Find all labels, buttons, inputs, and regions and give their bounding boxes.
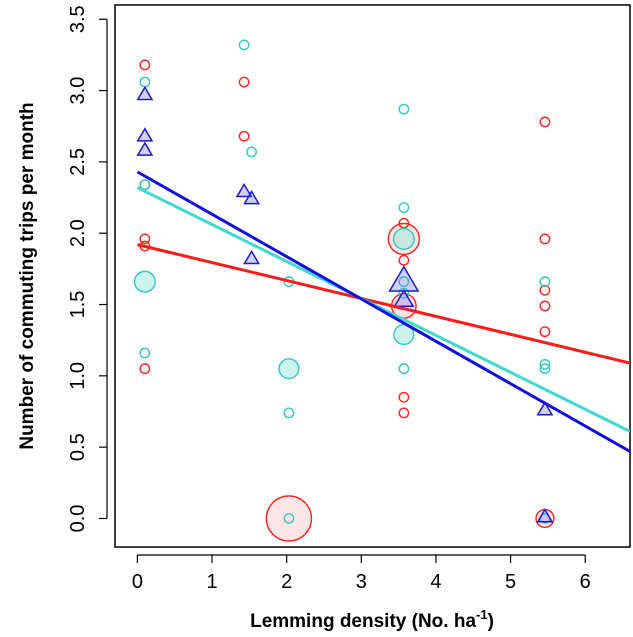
data-point-circle: [398, 407, 410, 419]
data-point-circle: [139, 347, 151, 359]
data-point-circle: [539, 326, 551, 338]
data-point-circle: [246, 146, 257, 158]
data-point-circle: [398, 202, 410, 213]
data-point-triangle: [393, 289, 415, 308]
data-point-triangle: [388, 265, 420, 292]
data-point-circle: [398, 363, 410, 375]
data-point-circle: [133, 270, 156, 293]
x-tick-label: 0: [132, 571, 143, 593]
data-point-circle: [398, 254, 410, 266]
y-axis-title: Number of commuting trips per month: [17, 102, 38, 449]
data-point-circle: [139, 76, 151, 88]
data-point-triangle: [243, 189, 261, 205]
data-point-circle: [398, 391, 410, 403]
regression-line: [136, 170, 630, 453]
x-axis: 0 1 2 3 4 5 6: [132, 554, 591, 593]
x-tick-label: 2: [281, 571, 292, 593]
data-point-circle: [283, 513, 295, 524]
regression-line: [137, 243, 630, 365]
y-tick-label: 3.5: [67, 5, 89, 33]
data-point-triangle: [136, 127, 154, 142]
data-point-circle: [139, 59, 151, 71]
plot-frame: [114, 4, 631, 548]
data-point-triangle: [136, 141, 154, 156]
x-axis-title: Lemming density (No. ha-1): [250, 607, 494, 632]
data-point-circle: [265, 495, 313, 542]
data-point-circle: [398, 287, 410, 299]
x-tick-label: 3: [356, 571, 367, 593]
data-point-circle: [238, 76, 250, 88]
data-point-circle: [539, 300, 551, 312]
data-point-circle: [283, 407, 295, 419]
y-tick-label: 0.5: [67, 433, 89, 461]
data-point-circle: [278, 358, 300, 380]
y-axis: 0.0 0.5 1.0 1.5 2.0 2.5 3.0 3.5: [67, 5, 108, 533]
x-tick-label: 5: [505, 571, 516, 593]
data-point-circle: [398, 276, 410, 288]
data-point-circle: [539, 359, 551, 370]
data-point-triangle: [536, 401, 554, 416]
data-point-circle: [539, 116, 551, 128]
data-point-circle: [238, 39, 250, 51]
data-point-circle: [139, 179, 151, 191]
data-point-circle: [398, 103, 410, 115]
data-point-circle: [539, 284, 551, 296]
regression-line: [136, 186, 630, 433]
data-point-triangle: [243, 249, 261, 265]
data-marks: [133, 39, 555, 542]
data-point-circle: [539, 276, 551, 288]
data-point-circle: [139, 233, 151, 245]
x-tick-label: 6: [580, 571, 591, 593]
x-tick-label: 4: [430, 571, 441, 593]
y-tick-label: 2.0: [67, 219, 89, 247]
data-point-circle: [539, 233, 551, 245]
y-tick-label: 0.0: [67, 505, 89, 533]
y-tick-label: 3.0: [67, 77, 89, 105]
data-point-triangle: [536, 508, 554, 523]
y-tick-label: 1.5: [67, 291, 89, 319]
data-point-circle: [238, 130, 250, 142]
y-tick-label: 2.5: [67, 148, 89, 176]
data-point-triangle: [136, 85, 154, 101]
x-tick-label: 1: [206, 571, 217, 593]
data-point-triangle: [235, 182, 253, 198]
data-point-circle: [392, 227, 415, 250]
y-tick-label: 1.0: [67, 362, 89, 390]
data-point-circle: [139, 363, 151, 375]
fit-lines: [136, 170, 630, 453]
data-point-circle: [539, 363, 551, 375]
